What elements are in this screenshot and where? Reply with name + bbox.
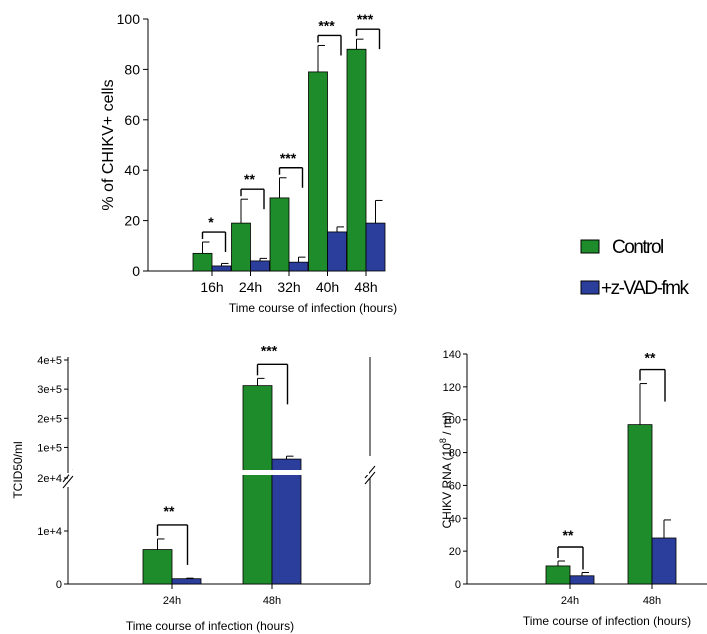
panel-a-bar-zvad: [365, 222, 386, 272]
panel-c-xtick-label: 24h: [561, 595, 579, 607]
panel-a-xlabel: Time course of infection (hours): [229, 301, 397, 315]
panel-b-ytick-label: 4e+5: [37, 355, 62, 367]
panel-a-bar-control: [231, 222, 251, 272]
panel-b-break-mark-right: [364, 471, 376, 485]
panel-b-bar-zvad: [171, 578, 202, 585]
legend-control-label: Control: [612, 237, 663, 258]
panel-b-chart: 0 1e+4 2e+4 1e+5 2e+5 3e+5 4e+5 24h ** 48h *** TCI…: [11, 342, 376, 633]
legend-zvad-swatch: [580, 280, 600, 295]
panel-b-ylabel: TCID50/ml: [11, 441, 25, 498]
panel-c-ylabel-tail: / ml): [440, 411, 454, 438]
panel-a-bar-zvad: [327, 231, 347, 272]
panel-b-sig-label: ***: [261, 342, 278, 358]
panel-c-ytick-label: 120: [443, 382, 461, 394]
panel-c-ytick-label: 80: [449, 448, 461, 460]
panel-c-bar-zvad: [569, 575, 595, 585]
panel-c-bar-control: [545, 565, 571, 585]
panel-b-sig-label: **: [164, 503, 175, 519]
panel-c-xtick-label: 48h: [643, 595, 661, 607]
panel-a-sig-label: ***: [280, 150, 297, 166]
panel-a-bar-zvad: [288, 261, 309, 272]
panel-a-bar-zvad: [250, 260, 270, 272]
panel-c-ytick-label: 140: [443, 349, 461, 361]
panel-b-ytick-label: 2e+4: [37, 473, 62, 485]
legend: Control +z-VAD-fmk: [580, 237, 691, 299]
panel-a-xtick-label: 32h: [277, 279, 300, 295]
panel-a-ytick-label: 80: [124, 61, 140, 77]
panel-c-sig-label: **: [563, 527, 574, 543]
panel-a-ytick-label: 60: [124, 112, 140, 128]
panel-a-xtick-label: 16h: [200, 279, 223, 295]
panel-c-ylabel-sup: 8: [438, 438, 448, 443]
panel-c-chart: 0 20 40 60 80 100 120 140 24h ** 48h ** CHIKV RNA (…: [438, 349, 707, 628]
panel-a-xtick-label: 24h: [239, 279, 262, 295]
panel-c-bar-control: [627, 424, 653, 585]
panel-a-bar-control: [346, 48, 367, 272]
panel-c-ytick-label: 40: [449, 513, 461, 525]
panel-b-bar-control: [142, 549, 173, 585]
panel-a-ytick-label: 40: [124, 162, 140, 178]
panel-b-ytick-label: 1e+5: [37, 442, 62, 454]
panel-c-xlabel: Time course of infection (hours): [523, 614, 691, 628]
panel-b-ytick-label: 2e+5: [37, 413, 62, 425]
panel-a-sig-label: *: [208, 214, 214, 230]
panel-b-ytick-label: 1e+4: [37, 526, 62, 538]
panel-b-bar-control: [242, 385, 273, 585]
panel-a-bar-control: [269, 197, 290, 272]
panel-a-ylabel: % of CHIKV+ cells: [100, 79, 117, 210]
panel-b-xlabel: Time course of infection (hours): [126, 619, 294, 633]
panel-a-ytick-label: 20: [124, 213, 140, 229]
panel-c-ytick-label: 0: [455, 579, 461, 591]
panel-b-ytick-label: 3e+5: [37, 384, 62, 396]
panel-a-sig-label: ***: [357, 11, 374, 27]
panel-c-bar-zvad: [651, 537, 677, 585]
panel-a-ytick-label: 0: [132, 263, 140, 279]
panel-a-xtick-label: 48h: [354, 279, 377, 295]
panel-b-break-gap: [69, 470, 369, 475]
panel-c-sig-label: **: [645, 350, 656, 366]
panel-a-sig-label: **: [244, 171, 255, 187]
panel-a-ytick-label: 100: [117, 11, 141, 27]
panel-c-ytick-label: 20: [449, 546, 461, 558]
panel-c-ylabel: CHIKV RNA (108 / ml): [438, 411, 454, 528]
panel-b-xtick-label: 48h: [263, 595, 281, 607]
panel-a-bar-control: [192, 252, 213, 272]
panel-b-ytick-label: 0: [56, 579, 62, 591]
panel-a-bar-zvad: [211, 265, 232, 272]
panel-a-bar-control: [308, 71, 328, 272]
legend-zvad-label: +z-VAD-fmk: [601, 278, 690, 299]
panel-b-bar-zvad: [271, 458, 302, 585]
panel-b-break-mark-right: [364, 465, 376, 479]
panel-b-break-mark-left: [62, 475, 74, 489]
panel-c-ytick-label: 100: [443, 415, 461, 427]
panel-a-sig-label: ***: [318, 17, 335, 33]
panel-c-ytick-label: 60: [449, 480, 461, 492]
panel-b-xtick-label: 24h: [163, 595, 181, 607]
panel-a-chart: 02040608010016h*24h**32h***40h***48h*** …: [100, 11, 397, 315]
panel-a-xtick-label: 40h: [316, 279, 339, 295]
legend-control-swatch: [580, 239, 600, 254]
panel-c-ylabel-main: CHIKV RNA (10: [440, 443, 454, 529]
